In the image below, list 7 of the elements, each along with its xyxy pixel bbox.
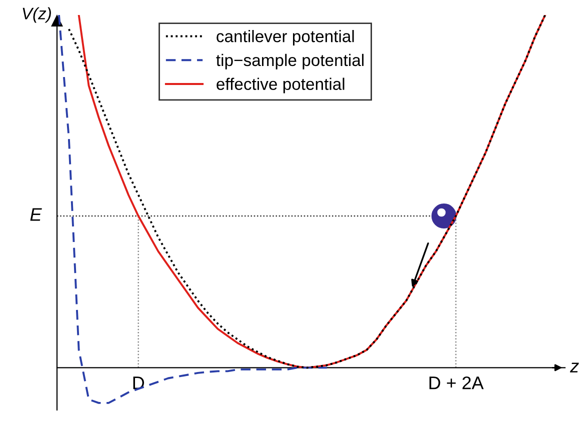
x-axis-title: z bbox=[570, 362, 579, 372]
y-axis-title: V(z) bbox=[22, 7, 51, 23]
ref-line-label: E bbox=[30, 208, 42, 221]
legend-label: tip−sample potential bbox=[216, 54, 364, 70]
legend-label: effective potential bbox=[216, 78, 344, 94]
x-tick-label: D + 2A bbox=[429, 376, 484, 390]
legend-label: cantilever potential bbox=[216, 30, 354, 46]
